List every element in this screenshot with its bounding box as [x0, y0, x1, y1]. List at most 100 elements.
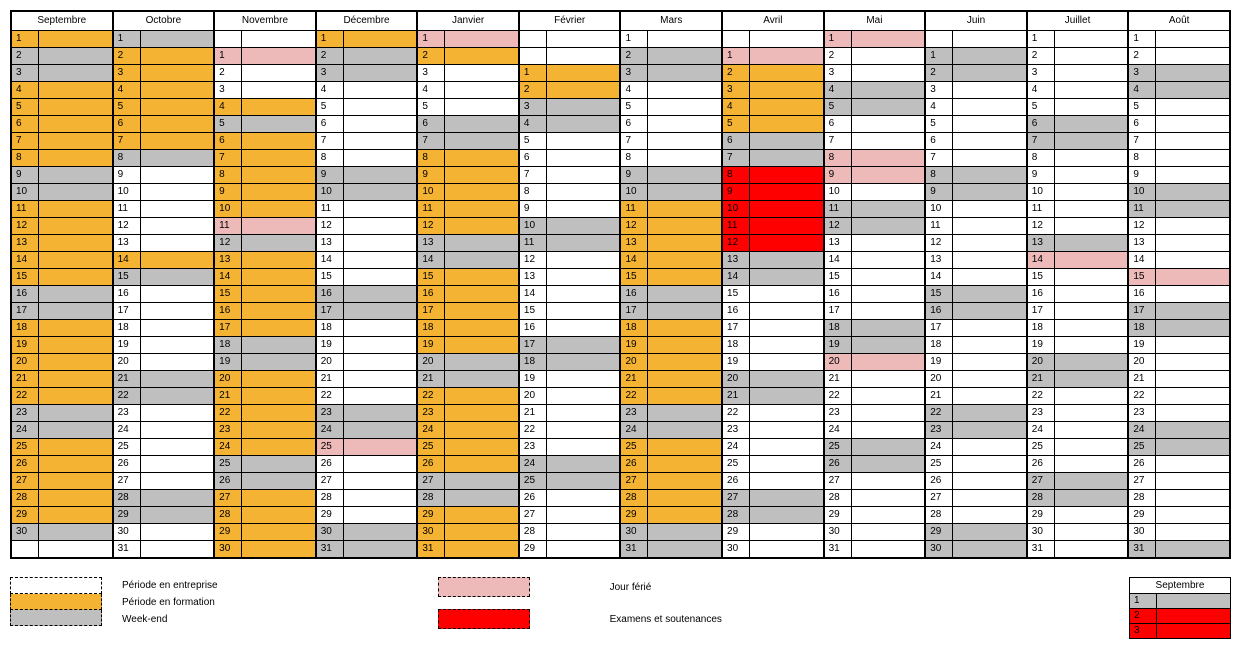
day-number: 18: [723, 337, 750, 353]
day-number: 4: [1028, 82, 1055, 98]
day-number: 9: [520, 201, 547, 217]
day-body: [547, 354, 620, 370]
day-cell: 14: [925, 269, 1027, 286]
day-body: [1055, 99, 1128, 115]
day-number: 21: [12, 371, 39, 387]
day-cell: 4: [113, 82, 215, 99]
day-body: [648, 439, 721, 455]
day-number: 28: [825, 490, 852, 506]
day-body: [1156, 99, 1229, 115]
day-cell: 11: [417, 201, 519, 218]
day-body: [852, 252, 925, 268]
day-cell: 24: [722, 439, 824, 456]
day-number: 3: [215, 82, 242, 98]
day-body: [648, 286, 721, 302]
day-number: 24: [520, 456, 547, 472]
day-body: [852, 320, 925, 336]
day-cell: 5: [1027, 99, 1129, 116]
day-body: [547, 439, 620, 455]
day-body: [648, 524, 721, 540]
day-cell: 26: [316, 456, 418, 473]
day-cell: 25: [925, 456, 1027, 473]
day-body: [445, 269, 518, 285]
day-body: [648, 218, 721, 234]
day-body: [445, 354, 518, 370]
day-number: 7: [317, 133, 344, 149]
day-number: 26: [317, 456, 344, 472]
day-number: [12, 541, 39, 557]
day-number: 5: [12, 99, 39, 115]
day-number: 1: [621, 31, 648, 47]
day-cell: 9: [11, 167, 113, 184]
day-cell: 25: [519, 473, 621, 490]
day-body: [852, 524, 925, 540]
day-body: [1055, 48, 1128, 64]
day-body: [852, 371, 925, 387]
day-cell: 1: [722, 48, 824, 65]
day-body: [39, 303, 112, 319]
day-number: [520, 48, 547, 64]
day-body: [1055, 286, 1128, 302]
day-cell: 21: [620, 371, 722, 388]
day-body: [1055, 252, 1128, 268]
month-column: Juin123456789101112131415161718192021222…: [925, 11, 1027, 558]
day-cell: 27: [519, 507, 621, 524]
day-cell: 26: [722, 473, 824, 490]
day-number: 17: [926, 320, 953, 336]
day-number: 2: [723, 65, 750, 81]
day-body: [953, 116, 1026, 132]
day-body: [547, 235, 620, 251]
day-number: 12: [1028, 218, 1055, 234]
day-body: [953, 150, 1026, 166]
day-cell: 21: [417, 371, 519, 388]
day-cell: 5: [824, 99, 926, 116]
day-body: [1156, 524, 1229, 540]
day-cell: 10: [722, 201, 824, 218]
day-number: 23: [317, 405, 344, 421]
day-body: [750, 184, 823, 200]
day-number: 16: [520, 320, 547, 336]
day-cell: 15: [925, 286, 1027, 303]
day-body: [445, 439, 518, 455]
day-body: [953, 320, 1026, 336]
day-number: 12: [723, 235, 750, 251]
day-body: [750, 371, 823, 387]
day-cell: 14: [113, 252, 215, 269]
day-body: [953, 167, 1026, 183]
day-body: [953, 422, 1026, 438]
day-number: 6: [418, 116, 445, 132]
day-number: 30: [317, 524, 344, 540]
day-cell: 1: [316, 31, 418, 48]
day-body: [344, 490, 417, 506]
day-cell: 3: [214, 82, 316, 99]
day-number: 20: [114, 354, 141, 370]
day-body: [852, 48, 925, 64]
day-body: [445, 456, 518, 472]
day-body: [953, 439, 1026, 455]
day-number: 27: [418, 473, 445, 489]
day-number: 30: [12, 524, 39, 540]
day-number: 23: [926, 422, 953, 438]
day-number: 25: [1129, 439, 1156, 455]
day-body: [39, 167, 112, 183]
day-number: 5: [317, 99, 344, 115]
day-number: 8: [825, 150, 852, 166]
day-number: 10: [12, 184, 39, 200]
day-cell: 16: [113, 286, 215, 303]
day-body: [750, 541, 823, 557]
day-number: 20: [317, 354, 344, 370]
day-number: 21: [1028, 371, 1055, 387]
day-cell: 23: [620, 405, 722, 422]
day-cell: 4: [1027, 82, 1129, 99]
day-number: 31: [317, 541, 344, 557]
day-body: [445, 541, 518, 557]
day-cell: 23: [925, 422, 1027, 439]
day-cell: 11: [11, 201, 113, 218]
day-number: 22: [114, 388, 141, 404]
day-number: 19: [114, 337, 141, 353]
day-body: [852, 184, 925, 200]
day-body: [1055, 82, 1128, 98]
day-body: [750, 405, 823, 421]
day-number: 20: [418, 354, 445, 370]
day-body: [445, 286, 518, 302]
